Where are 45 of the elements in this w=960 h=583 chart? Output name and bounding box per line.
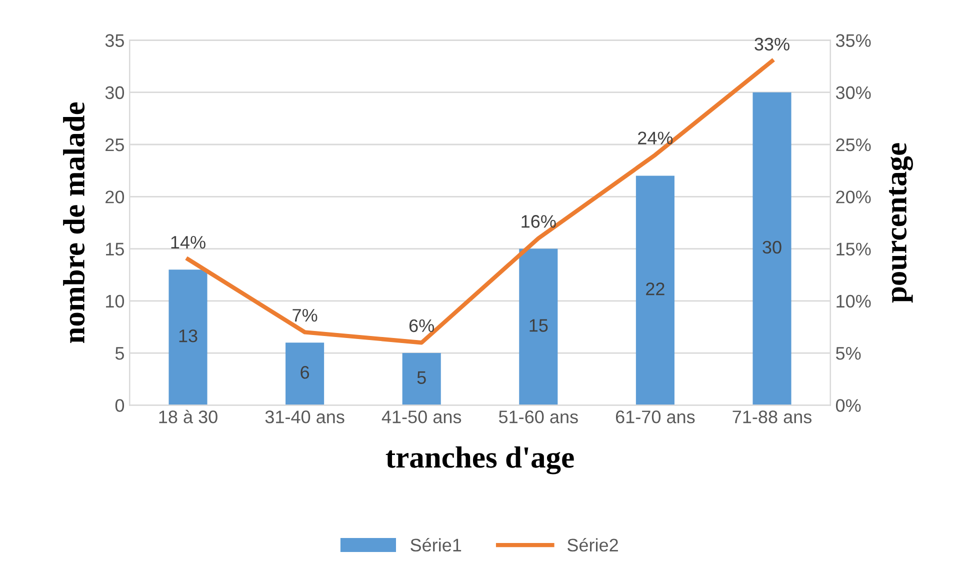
x-axis-title: tranches d'age — [386, 446, 574, 474]
y2-tick-label: 25% — [836, 138, 871, 152]
data-label: 33% — [754, 38, 790, 51]
bar — [636, 176, 674, 406]
y-axis-title: nombre de malade — [63, 102, 85, 343]
data-label: 14% — [171, 236, 206, 249]
y2-tick-label: 30% — [836, 86, 871, 100]
data-label: 16% — [522, 215, 556, 228]
y-tick-label: 5 — [115, 347, 124, 360]
y2-tick-label: 0% — [836, 399, 861, 412]
y2-tick-label: 10% — [836, 294, 871, 308]
data-label: 30 — [762, 240, 782, 254]
legend-label: Série1 — [410, 538, 462, 552]
x-tick-label: 31-40 ans — [265, 410, 344, 424]
y-tick-label: 0 — [115, 399, 124, 412]
data-label: 22 — [646, 282, 664, 296]
data-label: 7% — [292, 308, 318, 322]
data-label: 5 — [417, 371, 426, 384]
y-tick-label: 20 — [106, 190, 124, 204]
x-tick-label: 71-88 ans — [732, 410, 812, 424]
y2-tick-label: 15% — [836, 242, 871, 256]
data-label: 6% — [409, 319, 434, 332]
data-label: 15 — [530, 319, 548, 332]
x-tick-label: 18 à 30 — [159, 410, 218, 424]
data-label: 6 — [300, 366, 310, 379]
x-tick-label: 61-70 ans — [616, 410, 695, 424]
x-tick-label: 51-60 ans — [498, 410, 578, 424]
y-tick-label: 35 — [105, 34, 124, 47]
bar — [519, 248, 558, 406]
y2-tick-label: 35% — [836, 34, 871, 47]
bar — [168, 270, 208, 406]
bar — [286, 342, 324, 406]
x-tick-label: 41-50 ans — [382, 410, 462, 424]
y2-tick-label: 5% — [836, 347, 861, 360]
data-label: 24% — [638, 132, 673, 144]
y2-axis-title: pourcentage — [889, 143, 913, 303]
y2-tick-label: 20% — [836, 190, 871, 204]
y-tick-label: 25 — [106, 138, 124, 152]
data-label: 13 — [179, 329, 198, 342]
bar — [402, 353, 441, 406]
bar — [752, 92, 792, 406]
y-tick-label: 10 — [106, 294, 124, 308]
y-tick-label: 15 — [106, 242, 124, 256]
y-tick-label: 30 — [105, 86, 124, 100]
legend-label: Série2 — [567, 538, 618, 552]
